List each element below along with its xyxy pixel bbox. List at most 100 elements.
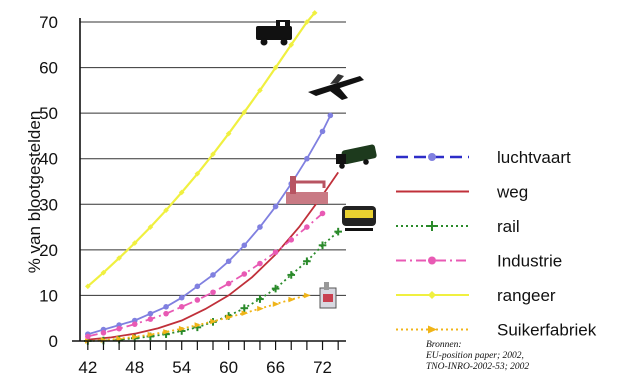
y-axis-title: % van blootgestelden bbox=[25, 111, 44, 274]
legend-marker bbox=[428, 153, 436, 161]
sugar-door bbox=[323, 294, 333, 302]
train-bogie bbox=[345, 228, 373, 231]
y-tick-label: 50 bbox=[39, 104, 58, 123]
data-point bbox=[116, 255, 122, 261]
series-line bbox=[87, 212, 324, 338]
data-point bbox=[257, 260, 263, 267]
data-point bbox=[131, 321, 138, 327]
data-point bbox=[163, 207, 169, 214]
data-point bbox=[131, 334, 139, 340]
legend-label: rangeer bbox=[497, 286, 556, 305]
data-point bbox=[194, 297, 201, 303]
data-point bbox=[225, 258, 232, 265]
sugar-chimney bbox=[324, 282, 329, 290]
y-tick-label: 0 bbox=[49, 332, 58, 351]
loco-window bbox=[280, 22, 285, 26]
legend-label: Suikerfabriek bbox=[497, 321, 597, 340]
data-point bbox=[116, 325, 122, 332]
legend-item-weg: weg bbox=[396, 183, 528, 202]
series-rail bbox=[84, 227, 342, 345]
truck-wheel bbox=[339, 163, 345, 169]
x-tick-label: 72 bbox=[313, 358, 332, 377]
series-industrie bbox=[85, 210, 326, 340]
factory-chimney bbox=[290, 176, 296, 194]
legend-marker bbox=[428, 256, 436, 265]
x-tick-label: 48 bbox=[125, 358, 144, 377]
data-point bbox=[303, 257, 311, 266]
data-point bbox=[240, 304, 249, 312]
source-line-1: Bronnen: bbox=[426, 340, 462, 350]
data-point bbox=[287, 271, 296, 279]
sugar-factory-icon bbox=[319, 282, 337, 309]
legend: luchtvaart weg rail Industrie rangeer Suikerf… bbox=[396, 148, 597, 340]
grid bbox=[80, 21, 346, 296]
source-note: Bronnen: EU-position paper; 2002, TNO-IN… bbox=[425, 340, 529, 372]
data-point bbox=[304, 292, 311, 299]
legend-marker bbox=[428, 325, 437, 334]
y-tick-label: 40 bbox=[39, 150, 58, 169]
y-tick-label: 70 bbox=[39, 13, 58, 32]
data-point bbox=[271, 284, 280, 293]
legend-item-luchtvaart: luchtvaart bbox=[396, 148, 571, 167]
data-point bbox=[318, 241, 327, 250]
truck-icon bbox=[336, 144, 377, 169]
x-tick-label: 60 bbox=[219, 358, 238, 377]
data-point bbox=[272, 64, 279, 71]
data-point bbox=[131, 240, 138, 246]
legend-label: rail bbox=[497, 217, 520, 236]
legend-item-industrie: Industrie bbox=[396, 252, 562, 271]
legend-item-suikerfabriek: Suikerfabriek bbox=[396, 321, 597, 340]
data-point bbox=[272, 301, 280, 307]
legend-item-rangeer: rangeer bbox=[396, 286, 556, 305]
data-point bbox=[116, 335, 123, 342]
series-layer bbox=[84, 10, 342, 345]
data-point bbox=[178, 304, 185, 310]
data-point bbox=[147, 331, 155, 338]
transport-icons bbox=[256, 20, 377, 309]
source-line-2: EU-position paper; 2002, bbox=[425, 351, 524, 361]
data-point bbox=[225, 130, 232, 137]
data-point bbox=[257, 224, 263, 230]
plane-wing bbox=[326, 86, 348, 100]
factory-pipe bbox=[296, 180, 326, 188]
data-point bbox=[194, 322, 202, 328]
data-point bbox=[178, 325, 186, 332]
data-point bbox=[163, 310, 169, 317]
legend-marker bbox=[428, 291, 436, 299]
loco-body bbox=[256, 26, 292, 40]
data-point bbox=[241, 310, 249, 317]
loco-wheel bbox=[260, 38, 268, 46]
series-line bbox=[87, 171, 339, 341]
series-rangeer bbox=[85, 10, 318, 290]
data-point bbox=[194, 170, 201, 177]
data-point bbox=[210, 318, 217, 325]
data-point bbox=[147, 316, 154, 322]
data-point bbox=[241, 242, 248, 249]
data-point bbox=[194, 283, 201, 290]
data-point bbox=[100, 269, 107, 276]
plane-wing-2 bbox=[330, 74, 344, 84]
data-point bbox=[241, 109, 248, 116]
data-point bbox=[225, 280, 232, 287]
data-point bbox=[288, 41, 295, 48]
data-point bbox=[304, 155, 310, 162]
axes bbox=[72, 18, 346, 350]
data-point bbox=[210, 272, 216, 278]
data-point bbox=[257, 305, 264, 312]
data-point bbox=[210, 289, 216, 296]
y-tick-label: 60 bbox=[39, 59, 58, 78]
data-point bbox=[85, 283, 91, 290]
legend-item-rail: rail bbox=[396, 217, 520, 236]
series-weg bbox=[87, 171, 339, 341]
data-point bbox=[288, 296, 296, 303]
legend-marker bbox=[427, 221, 437, 231]
loco-wheel bbox=[280, 38, 288, 46]
data-point bbox=[257, 87, 263, 94]
truck-cab bbox=[336, 154, 346, 164]
train-windows bbox=[345, 210, 373, 218]
data-point bbox=[256, 295, 264, 303]
source-line-3: TNO-INRO-2002-53; 2002 bbox=[426, 362, 529, 372]
x-tick-label: 66 bbox=[266, 358, 285, 377]
legend-label: luchtvaart bbox=[497, 148, 571, 167]
